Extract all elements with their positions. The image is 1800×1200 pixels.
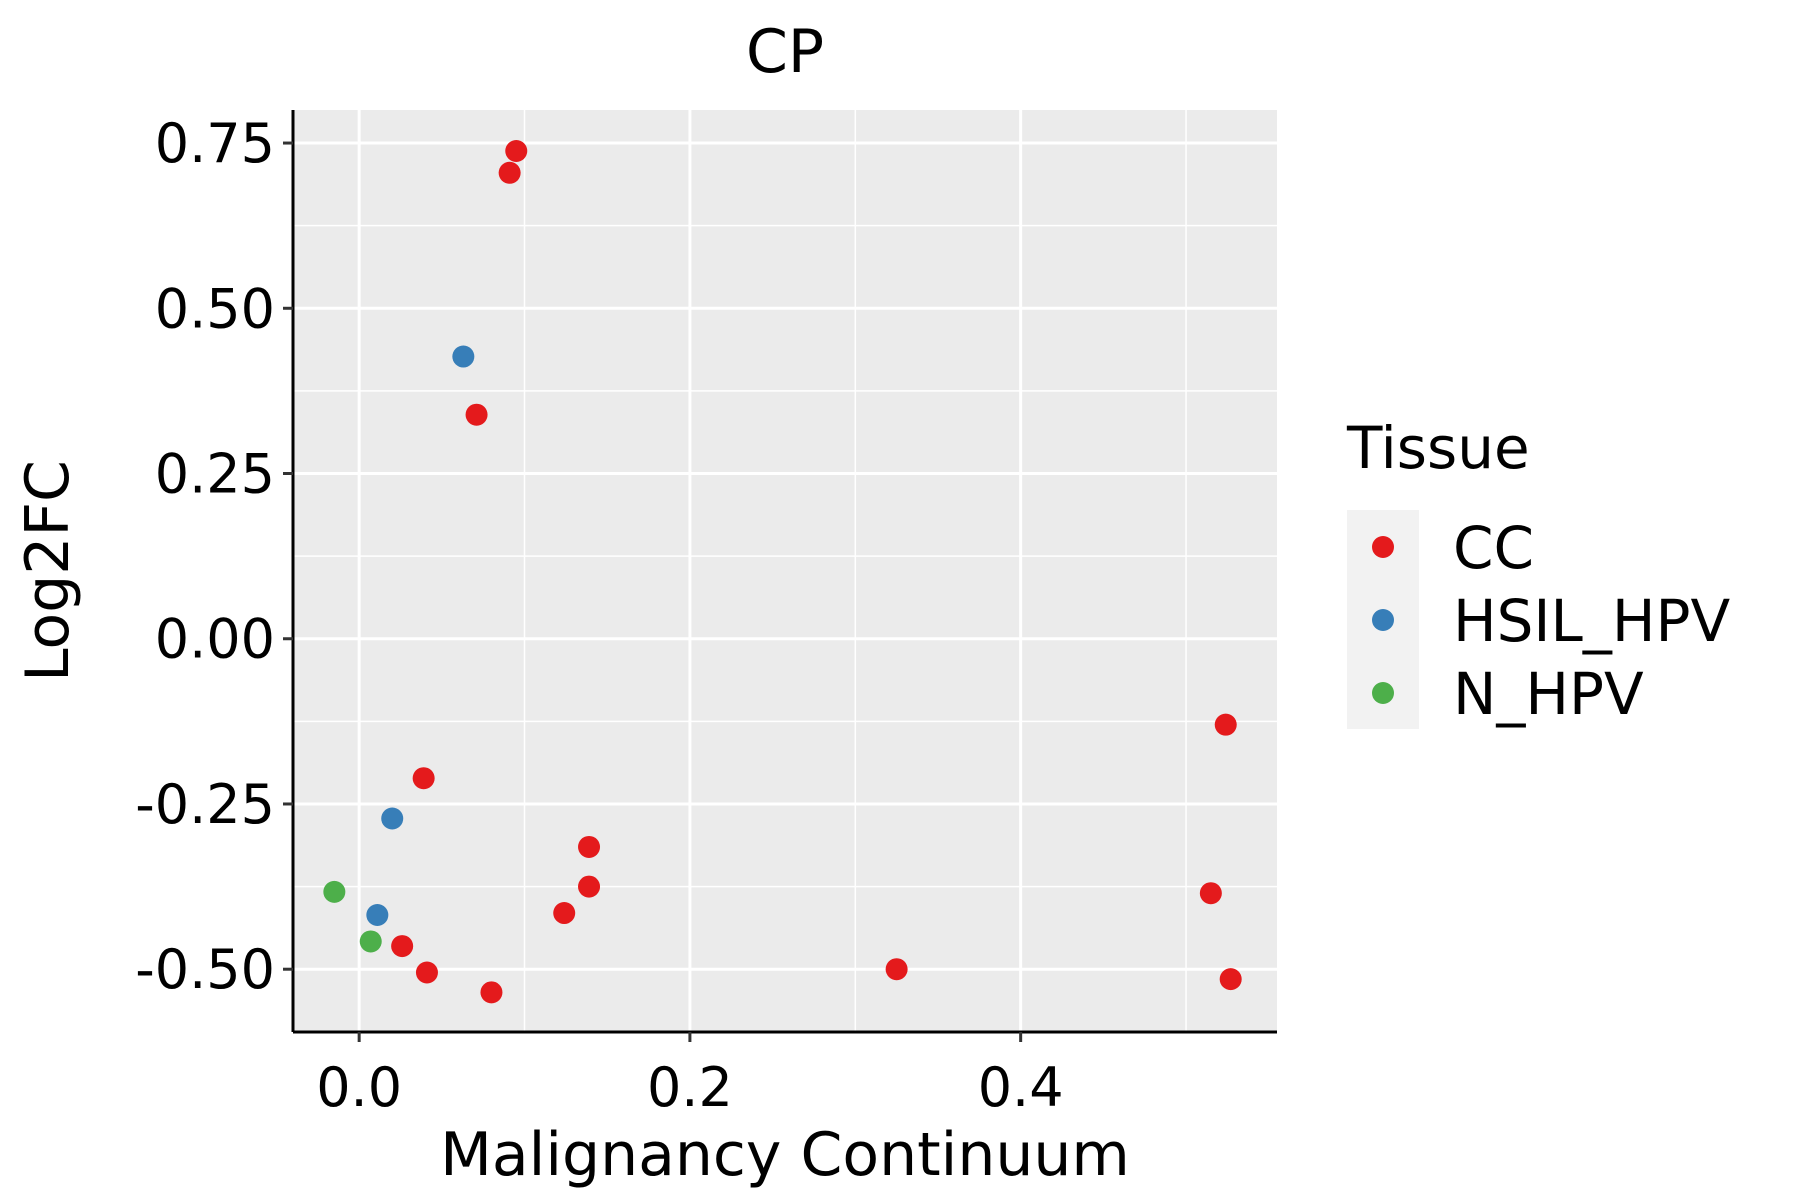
legend-title: Tissue: [1346, 414, 1530, 482]
y-axis-title: Log2FC: [13, 460, 83, 682]
plot-panel: [293, 110, 1277, 1032]
x-tick-label: 0.0: [316, 1056, 402, 1119]
data-point-cc: [578, 835, 601, 858]
data-point-hsil-hpv: [452, 345, 475, 368]
data-point-cc: [1214, 713, 1237, 736]
minor-gridlines: [293, 110, 1277, 1032]
x-tick-label: 0.2: [647, 1056, 733, 1119]
data-point-cc: [391, 935, 414, 958]
major-gridlines: [293, 110, 1277, 1032]
y-tick-label: 0.00: [155, 608, 275, 671]
data-point-cc: [1199, 882, 1222, 905]
y-axis-ticks: -0.50 -0.25 0.00 0.25 0.50 0.75: [135, 112, 293, 1001]
y-tick-label: -0.25: [135, 773, 275, 836]
data-point-hsil-hpv: [381, 807, 404, 830]
data-points: [323, 139, 1242, 1004]
data-point-cc: [553, 902, 576, 925]
x-axis-title: Malignancy Continuum: [440, 1120, 1130, 1190]
data-point-cc: [412, 767, 435, 790]
data-point-cc: [505, 139, 528, 162]
data-point-cc: [885, 958, 908, 981]
x-tick-label: 0.4: [978, 1056, 1064, 1119]
y-tick-label: 0.50: [155, 277, 275, 340]
y-tick-label: 0.75: [155, 112, 275, 175]
y-tick-label: -0.50: [135, 938, 275, 1001]
legend-key-cc: [1372, 536, 1394, 558]
legend-label: HSIL_HPV: [1453, 587, 1730, 655]
data-point-cc: [498, 161, 521, 184]
data-point-cc: [1219, 968, 1242, 991]
legend-key-hsil-hpv: [1372, 609, 1394, 631]
x-axis-ticks: 0.0 0.2 0.4: [316, 1032, 1064, 1119]
data-point-cc: [415, 961, 438, 984]
data-point-cc: [578, 875, 601, 898]
data-point-hsil-hpv: [366, 904, 389, 927]
legend-key-n-hpv: [1372, 682, 1394, 704]
data-point-n-hpv: [359, 930, 382, 953]
y-tick-label: 0.25: [155, 443, 275, 506]
legend-label: N_HPV: [1453, 660, 1644, 728]
data-point-cc: [465, 403, 488, 426]
chart-title: CP: [746, 17, 824, 87]
legend-label: CC: [1453, 514, 1534, 582]
data-point-cc: [480, 981, 503, 1004]
data-point-n-hpv: [323, 880, 346, 903]
